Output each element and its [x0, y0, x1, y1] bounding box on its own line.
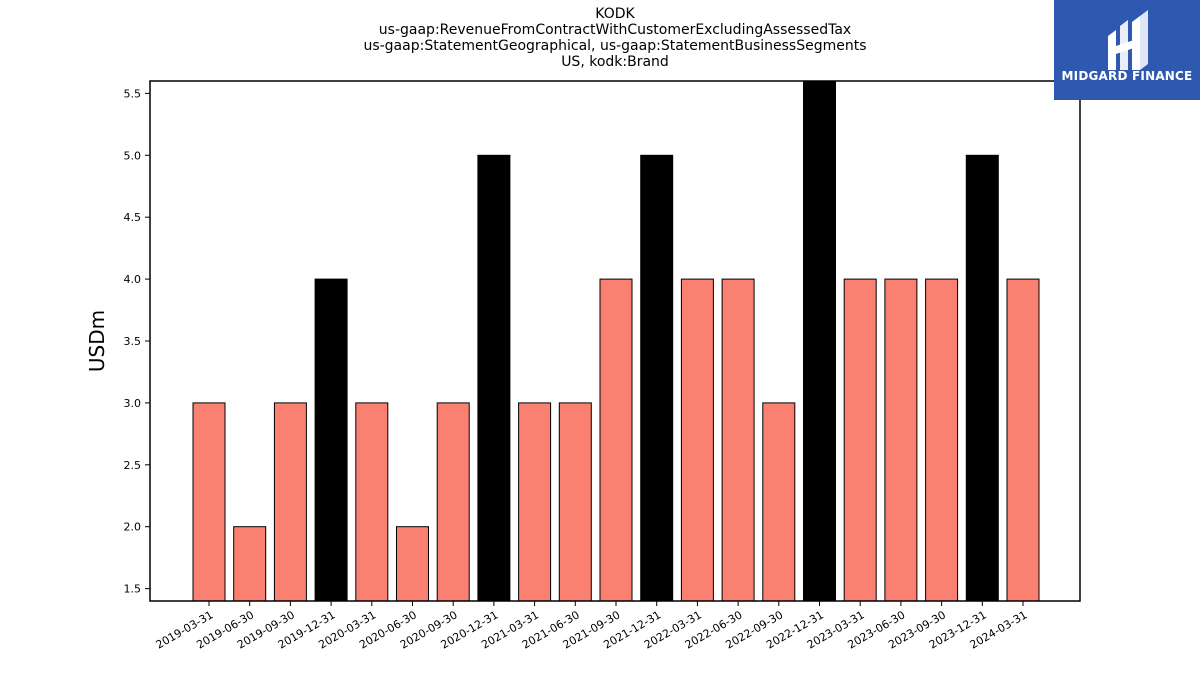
plot-frame	[149, 80, 1081, 602]
bar-2020-06-30	[396, 526, 429, 602]
bar-2022-03-31	[680, 278, 714, 602]
bar-2023-06-30	[884, 278, 918, 602]
y-tick-label: 2.5	[124, 459, 142, 472]
y-tick-label: 5.5	[124, 87, 142, 100]
bar-2019-03-31	[192, 402, 226, 602]
bar-2021-09-30	[599, 278, 633, 602]
bar-2023-12-31	[965, 154, 999, 602]
bar-2022-09-30	[762, 402, 796, 602]
title-axes: us-gaap:StatementGeographical, us-gaap:S…	[363, 38, 867, 54]
bar-2023-09-30	[925, 278, 959, 602]
title-concept: us-gaap:RevenueFromContractWithCustomerE…	[378, 22, 852, 38]
y-tick-label: 4.0	[124, 273, 142, 286]
bar-2019-06-30	[233, 526, 267, 602]
x-axis: 2019-03-312019-06-302019-09-302019-12-31…	[154, 601, 1030, 652]
y-tick-label: 4.5	[124, 211, 142, 224]
midgard-finance-logo: MIDGARD FINANCE	[1054, 0, 1200, 100]
bar-2022-12-31	[803, 80, 836, 602]
bar-2024-03-31	[1006, 278, 1040, 602]
title-members: US, kodk:Brand	[561, 54, 669, 70]
bar-2021-03-31	[518, 402, 552, 602]
y-axis: 1.5 2.0 2.5 3.0 3.5 4.0 4.5 5.0 5.5	[124, 87, 150, 596]
bar-2020-12-31	[477, 154, 511, 602]
bar-2019-12-31	[314, 278, 348, 602]
bars-group	[192, 80, 1040, 602]
bar-2023-03-31	[843, 278, 877, 602]
y-tick-label: 5.0	[124, 149, 142, 162]
y-tick-label: 3.0	[124, 397, 142, 410]
title-ticker: KODK	[595, 6, 635, 22]
y-axis-label: USDm	[85, 310, 109, 372]
y-tick-label: 1.5	[124, 583, 142, 596]
bar-2019-09-30	[273, 402, 307, 602]
bar-2020-03-31	[355, 402, 389, 602]
logo-mark-icon	[1108, 10, 1148, 70]
bar-2022-06-30	[721, 278, 755, 602]
y-tick-label: 3.5	[124, 335, 142, 348]
logo-text: MIDGARD FINANCE	[1061, 69, 1193, 83]
bar-2021-12-31	[640, 154, 674, 602]
bar-2021-06-30	[558, 402, 592, 602]
bar-2020-09-30	[436, 402, 470, 602]
y-tick-label: 2.0	[124, 521, 142, 534]
chart-title: KODK us-gaap:RevenueFromContractWithCust…	[150, 6, 1080, 70]
